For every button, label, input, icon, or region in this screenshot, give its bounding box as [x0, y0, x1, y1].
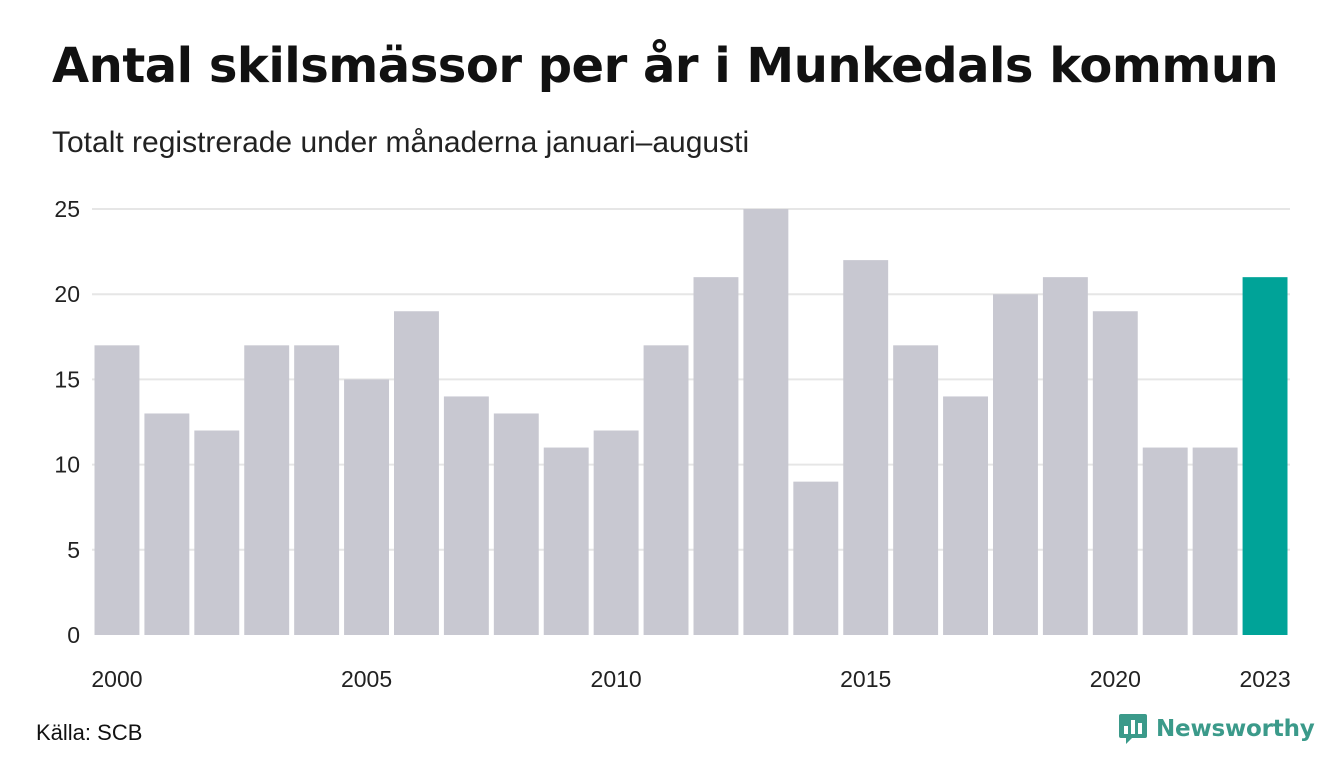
bar-2000	[94, 345, 140, 635]
x-tick-label: 2000	[91, 666, 142, 692]
y-tick-label: 15	[54, 366, 80, 392]
y-tick-label: 25	[54, 196, 80, 222]
bar-2020	[1092, 311, 1138, 635]
bar-2023	[1242, 277, 1288, 635]
bar-2004	[294, 345, 340, 635]
bar-2017	[943, 396, 988, 635]
bar-2010	[593, 430, 639, 635]
bar-2022	[1192, 447, 1238, 635]
bar-2019	[1042, 277, 1088, 635]
y-tick-label: 10	[54, 452, 80, 478]
bar-2001	[144, 413, 190, 635]
bar-2008	[493, 413, 539, 635]
chart-subtitle: Totalt registrerade under månaderna janu…	[52, 126, 750, 159]
bar-2002	[194, 430, 240, 635]
gridlines	[92, 208, 1290, 551]
bar-2012	[693, 277, 739, 635]
bar-2015	[843, 260, 889, 635]
x-tick-label: 2020	[1090, 666, 1141, 692]
x-tick-label: 2015	[840, 666, 891, 692]
bar-2006	[394, 311, 439, 635]
bar-2005	[344, 379, 389, 635]
x-tick-label: 2005	[341, 666, 392, 692]
bar-2016	[893, 345, 939, 635]
source-note: Källa: SCB	[36, 720, 143, 745]
bar-2013	[743, 209, 789, 635]
brand-name: Newsworthy	[1156, 716, 1315, 742]
y-tick-label: 0	[67, 622, 80, 648]
bar-2009	[543, 447, 589, 635]
brand-logo: Newsworthy	[1118, 713, 1315, 745]
y-tick-label: 20	[54, 281, 80, 307]
bar-2003	[244, 345, 290, 635]
bar-chart: 0 5 10 15 20 25 2000 2005 2010 2015 2020 2023	[54, 196, 1290, 692]
bar-2011	[643, 345, 689, 635]
bar-2014	[793, 481, 839, 635]
x-tick-label: 2010	[591, 666, 642, 692]
y-tick-label: 5	[67, 537, 80, 563]
bar-2018	[993, 294, 1038, 635]
bar-2021	[1142, 447, 1188, 635]
bar-2007	[443, 396, 489, 635]
x-tick-label: 2023	[1239, 666, 1290, 692]
newsworthy-logo-icon	[1119, 714, 1147, 744]
x-axis: 2000 2005 2010 2015 2020 2023	[91, 666, 1290, 692]
bars	[94, 209, 1288, 635]
chart-title: Antal skilsmässor per år i Munkedals kom…	[52, 38, 1279, 94]
y-axis: 0 5 10 15 20 25	[54, 196, 80, 648]
